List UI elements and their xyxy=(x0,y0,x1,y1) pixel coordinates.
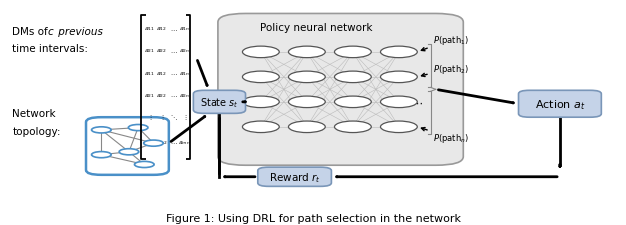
FancyBboxPatch shape xyxy=(518,91,602,118)
Text: $\vdots$: $\vdots$ xyxy=(159,113,164,122)
Circle shape xyxy=(381,72,418,83)
Circle shape xyxy=(242,122,279,133)
Circle shape xyxy=(289,72,326,83)
Text: $a_{mn}$: $a_{mn}$ xyxy=(178,139,191,146)
Text: Network: Network xyxy=(13,109,56,119)
Circle shape xyxy=(381,47,418,58)
Text: $a_{22}$: $a_{22}$ xyxy=(156,47,167,55)
Text: State $s_t$: State $s_t$ xyxy=(200,95,239,109)
Text: $a_{21}$: $a_{21}$ xyxy=(144,47,155,55)
Circle shape xyxy=(334,47,371,58)
Circle shape xyxy=(91,152,111,158)
Text: $\cdots$: $\cdots$ xyxy=(170,71,178,76)
Text: $a_{m2}$: $a_{m2}$ xyxy=(155,139,168,146)
Circle shape xyxy=(91,127,111,133)
Text: $a_{22}$: $a_{22}$ xyxy=(156,91,167,99)
Text: c: c xyxy=(48,27,53,37)
Text: $a_{1n}$: $a_{1n}$ xyxy=(179,69,190,77)
Circle shape xyxy=(119,149,139,155)
FancyBboxPatch shape xyxy=(193,91,245,114)
Circle shape xyxy=(242,72,279,83)
Circle shape xyxy=(242,47,279,58)
Text: Policy neural network: Policy neural network xyxy=(260,23,372,33)
Circle shape xyxy=(128,125,148,131)
Text: $\cdots$: $\cdots$ xyxy=(170,93,178,98)
Text: DMs of: DMs of xyxy=(13,27,51,37)
Text: $\vdots$: $\vdots$ xyxy=(146,113,152,122)
Text: topology:: topology: xyxy=(13,126,61,136)
Circle shape xyxy=(289,122,326,133)
Circle shape xyxy=(289,97,326,108)
Text: $a_{11}$: $a_{11}$ xyxy=(144,69,155,77)
Text: $a_{12}$: $a_{12}$ xyxy=(156,69,167,77)
Circle shape xyxy=(135,162,154,168)
Circle shape xyxy=(381,122,418,133)
Text: $a_{11}$: $a_{11}$ xyxy=(144,25,155,33)
Circle shape xyxy=(334,97,371,108)
Circle shape xyxy=(242,97,279,108)
Text: $a_{21}$: $a_{21}$ xyxy=(144,91,155,99)
FancyBboxPatch shape xyxy=(218,14,463,166)
Circle shape xyxy=(334,122,371,133)
Text: $a_{2n}$: $a_{2n}$ xyxy=(179,91,190,99)
Text: $a_{12}$: $a_{12}$ xyxy=(156,25,167,33)
Text: $\ddots$: $\ddots$ xyxy=(170,113,178,122)
Text: $P(\mathrm{path}_1)$: $P(\mathrm{path}_1)$ xyxy=(421,34,469,52)
Text: $\cdots$: $\cdots$ xyxy=(170,140,178,145)
Text: $P(\mathrm{path}_2)$: $P(\mathrm{path}_2)$ xyxy=(421,62,469,77)
Text: Action $a_t$: Action $a_t$ xyxy=(535,97,585,111)
Text: Reward $r_t$: Reward $r_t$ xyxy=(269,170,321,184)
Text: $\cdots$: $\cdots$ xyxy=(411,97,423,107)
FancyBboxPatch shape xyxy=(86,118,169,175)
Text: $\vdots$: $\vdots$ xyxy=(182,113,187,122)
Circle shape xyxy=(334,72,371,83)
Text: $P(\mathrm{path}_n)$: $P(\mathrm{path}_n)$ xyxy=(421,128,469,144)
Text: Figure 1: Using DRL for path selection in the network: Figure 1: Using DRL for path selection i… xyxy=(165,213,461,223)
Text: time intervals:: time intervals: xyxy=(13,44,88,54)
Circle shape xyxy=(289,47,326,58)
Text: $a_{1n}$: $a_{1n}$ xyxy=(179,25,190,33)
Text: $a_{m1}$: $a_{m1}$ xyxy=(143,139,155,146)
Text: $a_{2n}$: $a_{2n}$ xyxy=(179,47,190,55)
Circle shape xyxy=(381,97,418,108)
Text: $\cdots$: $\cdots$ xyxy=(170,49,178,54)
Text: previous: previous xyxy=(55,27,103,37)
Circle shape xyxy=(144,140,163,146)
FancyBboxPatch shape xyxy=(258,167,331,187)
Text: $\cdots$: $\cdots$ xyxy=(170,27,178,32)
